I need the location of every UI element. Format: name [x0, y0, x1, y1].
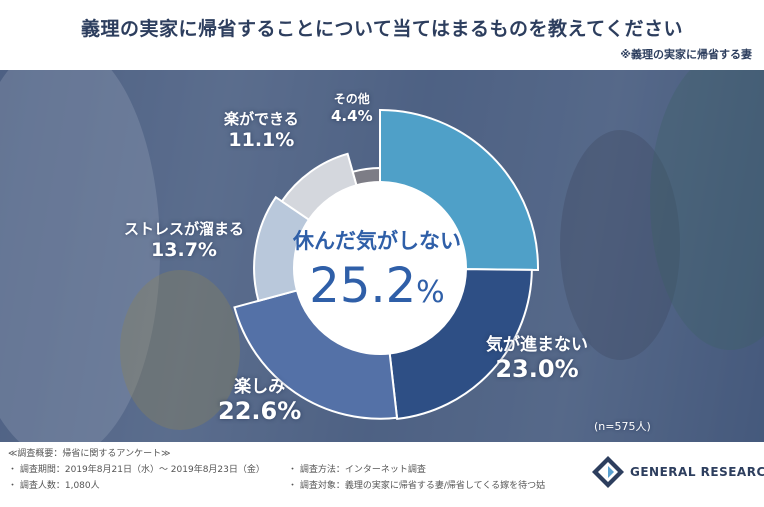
label-name: 楽しみ: [234, 377, 286, 397]
header: 義理の実家に帰省することについて当てはまるものを教えてください ※義理の実家に帰…: [0, 0, 764, 70]
donut-hole: [294, 182, 466, 354]
sample-size: (n=575人): [594, 420, 651, 433]
label-value: 23.0%: [495, 355, 579, 383]
label-name: 楽ができる: [224, 110, 299, 128]
center-value-number: 25.2: [309, 258, 417, 314]
label-kigasusumanai: 気が進まない 23.0%: [486, 330, 588, 383]
chart-title: 義理の実家に帰省することについて当てはまるものを教えてください: [80, 18, 684, 40]
label-value: 22.6%: [218, 397, 302, 425]
label-rakugadekiru: 楽ができる 11.1%: [224, 108, 299, 151]
label-stress: ストレスが溜まる 13.7%: [124, 218, 244, 261]
footer-respondents: ・ 調査人数：1,080人: [8, 481, 100, 491]
footer-period: ・ 調査期間：2019年8月21日（水）～ 2019年8月23日（金）: [8, 465, 265, 475]
footer-method: ・ 調査方法：インターネット調査: [288, 465, 426, 475]
footer-target: ・ 調査対象：義理の実家に帰省する妻/帰省してくる嫁を待つ姑: [288, 481, 546, 491]
general-research-logo-icon: [592, 456, 624, 488]
photo-child: [120, 270, 240, 430]
label-value: 4.4%: [331, 107, 373, 125]
center-label: 休んだ気がしない: [293, 229, 461, 253]
logo-text: GENERAL RESEARCH: [630, 465, 764, 479]
label-value: 11.1%: [228, 129, 295, 151]
center-value-unit: %: [416, 275, 445, 310]
label-name: ストレスが溜まる: [124, 220, 245, 238]
footer-heading: ≪調査概要：帰省に関するアンケート≫: [8, 449, 171, 459]
photo-figure-left: [0, 70, 160, 442]
label-tanoshimi: 楽しみ 22.6%: [218, 372, 301, 425]
label-name: その他: [333, 92, 370, 106]
footer: ≪調査概要：帰省に関するアンケート≫ ・ 調査期間：2019年8月21日（水）～…: [0, 442, 764, 507]
photo-woman: [560, 130, 680, 360]
label-value: 13.7%: [151, 239, 217, 261]
chart-subtitle: ※義理の実家に帰省する妻: [620, 48, 752, 61]
label-name: 気が進まない: [486, 335, 588, 355]
label-sonota: その他 4.4%: [331, 90, 373, 125]
center-value: 25.2%: [286, 258, 468, 314]
